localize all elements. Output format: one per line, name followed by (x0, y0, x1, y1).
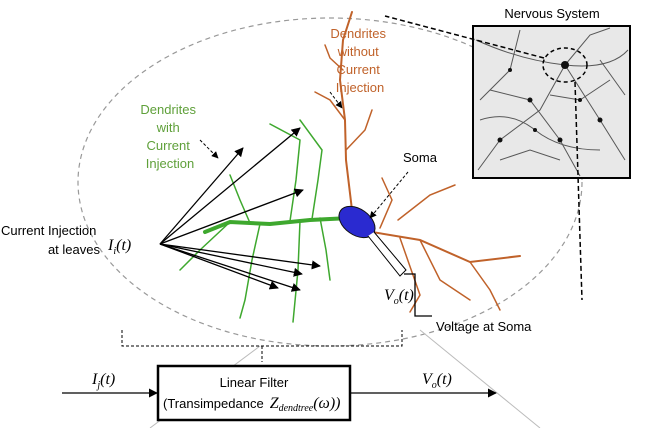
symbol-arg: (t) (100, 371, 115, 388)
label-line: at leaves (48, 242, 101, 257)
label-line: Current Injection (1, 223, 96, 238)
symbol-arg: (ω)) (313, 395, 340, 412)
input-current-symbol: Ii(t) (107, 237, 131, 257)
label-line: Current (337, 62, 381, 77)
symbol-arg: (t) (399, 287, 414, 304)
label-line: Injection (146, 156, 194, 171)
nervous-system-label: Nervous System (504, 6, 599, 21)
diagram: Nervous System (0, 0, 652, 428)
dendrites-without-label: Dendrites without Current Injection (330, 26, 389, 95)
subtitle-prefix: (Transimpedance (163, 396, 264, 411)
dendrites-with-label: Dendrites with Current Injection (140, 102, 199, 171)
filter-title: Linear Filter (220, 375, 289, 390)
filter-input-symbol: Ij(t) (91, 371, 115, 391)
label-line: Injection (336, 80, 384, 95)
current-injection-label: Current Injection at leaves (1, 223, 101, 257)
bracket (122, 330, 402, 362)
label-line: Dendrites (330, 26, 386, 41)
voltage-at-soma-label: Voltage at Soma (436, 319, 532, 334)
label-line: Dendrites (140, 102, 196, 117)
symbol-arg: (t) (437, 371, 452, 388)
symbol-sub: dendtree (279, 403, 314, 414)
nervous-system-image (473, 26, 630, 178)
soma-label: Soma (403, 150, 438, 165)
label-line: without (337, 44, 380, 59)
filter-output-symbol: Vo(t) (422, 371, 452, 391)
pointer (200, 140, 218, 158)
label-line: Current (147, 138, 191, 153)
symbol-arg: (t) (116, 237, 131, 254)
label-line: with (156, 120, 180, 135)
